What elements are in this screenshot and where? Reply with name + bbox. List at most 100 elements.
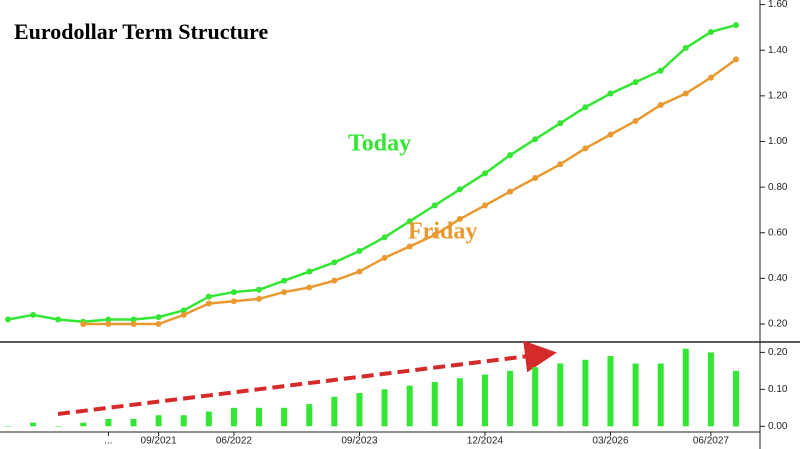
legend-label: Friday bbox=[408, 219, 477, 245]
point bbox=[582, 145, 589, 152]
point bbox=[657, 101, 664, 108]
legend-label: Today bbox=[348, 131, 411, 157]
point bbox=[356, 268, 363, 275]
point bbox=[733, 56, 739, 63]
point bbox=[733, 22, 739, 29]
point bbox=[180, 307, 187, 314]
point bbox=[532, 136, 539, 143]
point bbox=[557, 161, 564, 168]
point bbox=[406, 243, 413, 250]
bar bbox=[55, 426, 62, 427]
bar bbox=[105, 418, 112, 427]
y-tick-label: 0.10 bbox=[768, 384, 788, 395]
bar bbox=[155, 415, 162, 427]
point bbox=[682, 90, 689, 97]
chart-title: Eurodollar Term Structure bbox=[14, 19, 268, 44]
point bbox=[105, 316, 112, 323]
y-tick-label: 0.20 bbox=[768, 347, 788, 358]
x-tick-label: 09/2021 bbox=[141, 436, 178, 447]
point bbox=[607, 131, 614, 138]
bar bbox=[80, 422, 87, 427]
y-tick-label: 0.80 bbox=[768, 182, 788, 193]
bar bbox=[406, 385, 413, 427]
bar bbox=[532, 367, 539, 427]
point bbox=[507, 188, 514, 195]
series-line bbox=[7, 23, 737, 324]
point bbox=[55, 316, 62, 323]
bar bbox=[557, 363, 564, 427]
point bbox=[632, 117, 639, 124]
point bbox=[607, 90, 614, 97]
point bbox=[682, 44, 689, 51]
point bbox=[557, 120, 564, 127]
point bbox=[507, 152, 514, 159]
y-tick-label: 1.20 bbox=[768, 90, 788, 101]
point bbox=[632, 79, 639, 86]
x-tick-label: 06/2022 bbox=[216, 436, 253, 447]
bar bbox=[5, 426, 11, 427]
point bbox=[431, 202, 438, 209]
y-tick-label: 0.40 bbox=[768, 273, 788, 284]
bar bbox=[707, 352, 714, 427]
point bbox=[281, 289, 288, 296]
point bbox=[331, 277, 338, 284]
bar bbox=[356, 393, 363, 427]
point bbox=[707, 74, 714, 81]
y-tick-label: 1.00 bbox=[768, 136, 788, 147]
bar bbox=[306, 404, 313, 427]
point bbox=[657, 67, 664, 74]
point bbox=[230, 289, 237, 296]
point bbox=[130, 316, 137, 323]
bar bbox=[632, 363, 639, 427]
bar bbox=[256, 407, 263, 427]
point bbox=[30, 311, 37, 318]
point bbox=[481, 170, 488, 177]
point bbox=[230, 298, 237, 305]
bar bbox=[682, 348, 689, 427]
bar bbox=[180, 415, 187, 427]
point bbox=[707, 28, 714, 35]
point bbox=[306, 284, 313, 291]
bar bbox=[481, 374, 488, 427]
point bbox=[281, 277, 288, 284]
x-tick-label: 03/2026 bbox=[592, 436, 629, 447]
point bbox=[80, 321, 87, 328]
series-line bbox=[83, 58, 737, 326]
point bbox=[381, 234, 388, 241]
y-tick-label: 1.60 bbox=[768, 0, 788, 10]
x-tick-label: 06/2027 bbox=[693, 436, 730, 447]
point bbox=[180, 311, 187, 318]
y-tick-label: 1.40 bbox=[768, 45, 788, 56]
x-tick-label: ... bbox=[104, 436, 112, 447]
bar bbox=[733, 370, 739, 427]
point bbox=[406, 218, 413, 225]
point bbox=[456, 216, 463, 223]
point bbox=[155, 314, 162, 321]
bar bbox=[582, 359, 589, 427]
y-tick-label: 0.60 bbox=[768, 227, 788, 238]
point bbox=[306, 268, 313, 275]
bar bbox=[331, 396, 338, 427]
bar bbox=[607, 356, 614, 427]
point bbox=[205, 293, 212, 300]
point bbox=[456, 186, 463, 193]
bar bbox=[30, 422, 37, 427]
point bbox=[256, 286, 263, 293]
point bbox=[356, 248, 363, 255]
point bbox=[130, 321, 137, 328]
bar bbox=[456, 378, 463, 427]
bar bbox=[657, 363, 664, 427]
point bbox=[105, 321, 112, 328]
y-tick-label: 0.00 bbox=[768, 421, 788, 432]
bar bbox=[205, 411, 212, 427]
point bbox=[155, 321, 162, 328]
bar bbox=[130, 418, 137, 427]
point bbox=[431, 232, 438, 239]
point bbox=[582, 104, 589, 111]
x-tick-label: 12/2024 bbox=[467, 436, 504, 447]
bar bbox=[281, 407, 288, 427]
trend-arrow bbox=[57, 340, 557, 416]
point bbox=[5, 316, 11, 323]
point bbox=[331, 259, 338, 266]
